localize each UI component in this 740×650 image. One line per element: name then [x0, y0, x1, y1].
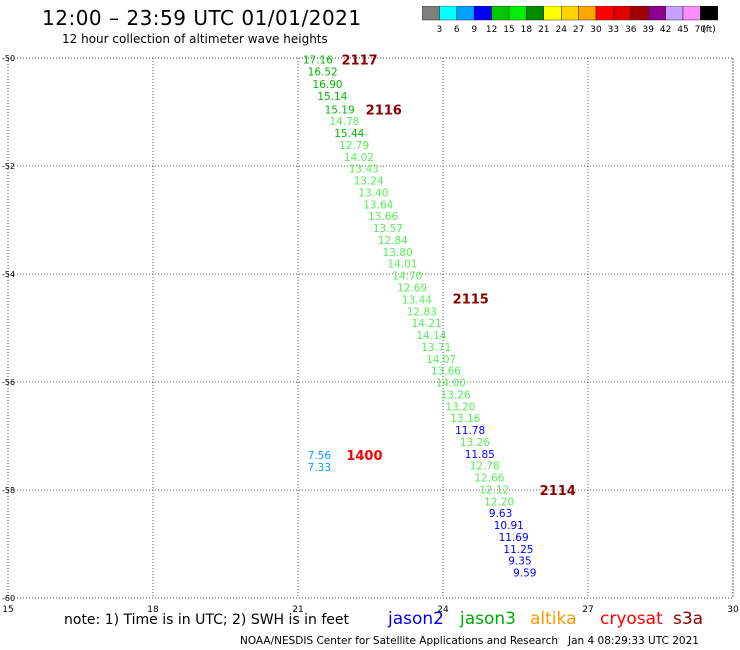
- y-tick-label: -50: [2, 54, 15, 63]
- y-tick-label: -54: [2, 270, 15, 279]
- colorbar-label: 15: [503, 25, 514, 35]
- wave-height-label: 13.43: [349, 164, 379, 176]
- wave-height-label: 14.70: [392, 271, 422, 283]
- wave-height-label: 12.78: [470, 461, 500, 473]
- colorbar-label: 70: [695, 25, 707, 35]
- colorbar-label: 3: [437, 25, 443, 35]
- colorbar-label: 39: [642, 25, 654, 35]
- colorbar-label: 12: [486, 25, 497, 35]
- wave-height-label: 14.00: [436, 378, 466, 390]
- y-tick-label: -56: [2, 378, 15, 387]
- y-tick-label: -52: [2, 162, 15, 171]
- colorbar-label: 36: [625, 25, 637, 35]
- wave-height-label: 16.90: [313, 79, 343, 91]
- x-tick-label: 30: [727, 605, 739, 615]
- wave-height-label: 14.14: [416, 330, 446, 342]
- wave-height-label: 13.80: [383, 247, 413, 259]
- colorbar-label: 27: [573, 25, 584, 35]
- y-tick-label: -58: [2, 486, 15, 495]
- wave-height-label: 13.24: [354, 176, 384, 188]
- colorbar: 3 6 9 12 15 18 21 24 27 30 33 36 39 42 45 70(ft): [422, 6, 718, 35]
- legend-altika: altika: [530, 609, 577, 629]
- wave-height-label: 10.91: [494, 520, 524, 532]
- wave-height-label: 12.20: [484, 496, 514, 508]
- legend-cryosat: cryosat: [600, 609, 663, 629]
- wave-height-label: 12.66: [474, 473, 504, 485]
- colorbar-label: 21: [538, 25, 549, 35]
- wave-height-label: 13.26: [460, 437, 490, 449]
- wave-height-label: 15.44: [334, 128, 364, 140]
- legend-jason3: jason3: [460, 609, 516, 629]
- colorbar-label: 33: [608, 25, 619, 35]
- colorbar-label: 42: [660, 25, 671, 35]
- page-subtitle: 12 hour collection of altimeter wave hei…: [62, 32, 328, 46]
- wave-height-label: 15.14: [317, 91, 347, 103]
- wave-height-label: 9.35: [508, 556, 531, 568]
- track-time-label: 1400: [346, 449, 382, 464]
- wave-height-label: 14.21: [412, 318, 442, 330]
- wave-height-label: 11.85: [465, 449, 495, 461]
- wave-height-label: 13.66: [368, 211, 398, 223]
- credit-timestamp: Jan 4 08:29:33 UTC 2021: [568, 635, 699, 647]
- credit-text: NOAA/NESDIS Center for Satellite Applica…: [240, 635, 699, 647]
- wave-height-label: 11.69: [499, 532, 529, 544]
- wave-height-label: 7.33: [308, 462, 331, 474]
- track-time-label: 2116: [366, 103, 402, 118]
- colorbar-unit: (ft): [702, 25, 716, 35]
- wave-height-label: 15.19: [325, 104, 355, 116]
- wave-height-label: 17.16: [303, 55, 333, 67]
- wave-height-label: 13.66: [431, 366, 461, 378]
- wave-height-label: 12.69: [397, 283, 427, 295]
- wave-height-label: 11.78: [455, 425, 485, 437]
- track-time-label: 2114: [540, 484, 576, 499]
- colorbar-label: 6: [454, 25, 460, 35]
- x-tick-label: 27: [582, 605, 593, 615]
- wave-height-label: 9.59: [513, 568, 536, 580]
- y-tick-label: -60: [2, 594, 15, 603]
- wave-height-label: 13.20: [445, 401, 475, 413]
- wave-height-label: 13.16: [450, 413, 480, 425]
- colorbar-label: 18: [521, 25, 533, 35]
- colorbar-label: 9: [471, 25, 477, 35]
- wave-height-label: 14.01: [387, 259, 417, 271]
- legend-s3a: s3a: [673, 609, 704, 629]
- colorbar-swatch: [700, 6, 718, 21]
- wave-height-label: 9.63: [489, 508, 512, 520]
- credit-org: NOAA/NESDIS Center for Satellite Applica…: [240, 635, 558, 647]
- legend-jason2: jason2: [388, 609, 444, 629]
- wave-height-label: 7.56: [308, 450, 332, 462]
- plot-frame: [7, 57, 734, 599]
- page-title: 12:00 – 23:59 UTC 01/01/2021: [42, 6, 362, 30]
- wave-height-label: 14.02: [344, 152, 374, 164]
- wave-height-label: 14.78: [329, 116, 359, 128]
- wave-height-label: 11.25: [503, 544, 533, 556]
- x-tick-label: 21: [292, 605, 303, 615]
- colorbar-label: 24: [555, 25, 567, 35]
- track-time-label: 2115: [453, 292, 489, 307]
- wave-height-label: 13.26: [441, 389, 471, 401]
- track-time-label: 2117: [342, 54, 378, 69]
- wave-height-label: 14.07: [426, 354, 456, 366]
- wave-height-label: 13.64: [363, 199, 393, 211]
- wave-height-label: 12.83: [407, 306, 437, 318]
- colorbar-label: 30: [590, 25, 602, 35]
- wave-height-label: 12.12: [479, 484, 509, 496]
- wave-height-label: 12.84: [378, 235, 408, 247]
- x-tick-label: 15: [2, 605, 13, 615]
- wave-height-label: 13.44: [402, 294, 432, 306]
- wave-height-label: 13.57: [373, 223, 403, 235]
- x-tick-label: 18: [147, 605, 159, 615]
- wave-height-label: 13.71: [421, 342, 451, 354]
- x-tick-label: 24: [437, 605, 449, 615]
- wave-height-label: 13.40: [358, 187, 388, 199]
- wave-height-label: 16.52: [308, 67, 338, 79]
- footer-note: note: 1) Time is in UTC; 2) SWH is in fe…: [64, 612, 350, 628]
- wave-height-label: 12.79: [339, 140, 369, 152]
- colorbar-label: 45: [677, 25, 688, 35]
